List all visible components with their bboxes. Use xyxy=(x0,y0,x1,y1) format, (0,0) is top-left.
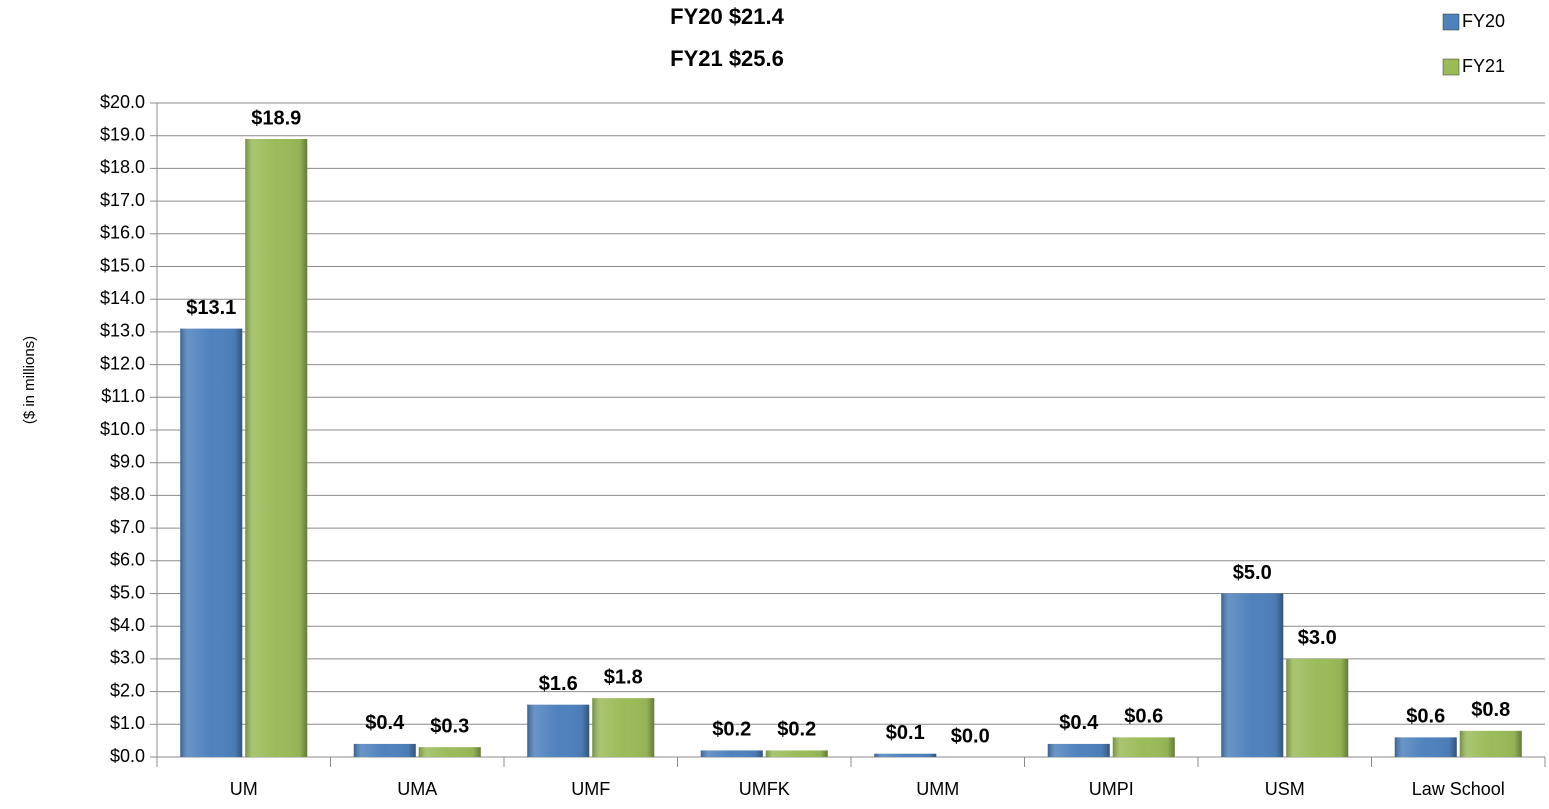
y-axis-label: ($ in millions) xyxy=(21,336,38,424)
value-label: $0.3 xyxy=(430,715,469,737)
y-tick-label: $10.0 xyxy=(100,419,145,439)
y-tick-label: $12.0 xyxy=(100,353,145,373)
value-label: $13.1 xyxy=(186,297,236,319)
x-tick-label: UMPI xyxy=(1089,779,1134,799)
legend-label: FY20 xyxy=(1462,11,1505,31)
bar-shade xyxy=(1047,743,1110,757)
bar-shade xyxy=(1112,737,1175,757)
y-tick-label: $0.0 xyxy=(110,746,145,766)
y-tick-label: $2.0 xyxy=(110,680,145,700)
chart-title: FY20 $21.4 xyxy=(670,4,785,29)
bar-shade xyxy=(700,750,763,757)
value-label: $1.6 xyxy=(539,673,578,695)
value-label: $0.2 xyxy=(712,719,751,741)
value-label: $0.0 xyxy=(951,725,990,747)
bar-shade xyxy=(418,747,481,757)
y-tick-label: $4.0 xyxy=(110,615,145,635)
x-tick-label: UMM xyxy=(916,779,959,799)
value-label: $0.2 xyxy=(777,719,816,741)
bar-shade xyxy=(180,328,243,757)
bar-shade xyxy=(353,743,416,757)
bar-shade xyxy=(874,753,937,757)
value-label: $0.6 xyxy=(1406,706,1445,728)
x-tick-label: Law School xyxy=(1412,779,1505,799)
value-label: $5.0 xyxy=(1233,562,1272,584)
y-tick-label: $1.0 xyxy=(110,713,145,733)
y-tick-label: $18.0 xyxy=(100,157,145,177)
y-tick-label: $8.0 xyxy=(110,484,145,504)
bar-shade xyxy=(527,704,590,757)
chart-subtitle: FY21 $25.6 xyxy=(670,46,784,71)
y-tick-label: $14.0 xyxy=(100,288,145,308)
value-label: $0.6 xyxy=(1124,706,1163,728)
y-tick-label: $20.0 xyxy=(100,92,145,112)
value-label: $3.0 xyxy=(1298,627,1337,649)
x-tick-label: UMA xyxy=(397,779,437,799)
y-tick-label: $9.0 xyxy=(110,451,145,471)
bar-shade xyxy=(245,138,308,758)
y-tick-label: $17.0 xyxy=(100,190,145,210)
value-label: $0.8 xyxy=(1471,699,1510,721)
y-tick-label: $11.0 xyxy=(101,386,145,406)
value-label: $1.8 xyxy=(604,666,643,688)
bar-shade xyxy=(1221,593,1284,757)
y-tick-label: $5.0 xyxy=(110,582,145,602)
legend-label: FY21 xyxy=(1462,56,1505,76)
y-tick-label: $19.0 xyxy=(100,124,145,144)
value-label: $0.1 xyxy=(886,722,925,744)
bar-shade xyxy=(1459,730,1522,757)
x-tick-label: UMF xyxy=(571,779,610,799)
y-tick-label: $7.0 xyxy=(110,517,145,537)
value-label: $0.4 xyxy=(1059,712,1099,734)
x-tick-label: UM xyxy=(230,779,258,799)
y-tick-label: $16.0 xyxy=(100,223,145,243)
legend-swatch xyxy=(1442,58,1460,76)
legend-swatch xyxy=(1442,13,1460,31)
bar-shade xyxy=(1286,658,1349,757)
y-tick-label: $15.0 xyxy=(100,255,145,275)
y-tick-label: $3.0 xyxy=(110,648,145,668)
bar-shade xyxy=(765,750,828,757)
y-tick-label: $13.0 xyxy=(100,321,145,341)
x-tick-label: UMFK xyxy=(739,779,790,799)
bar-shade xyxy=(1394,737,1457,757)
y-tick-label: $6.0 xyxy=(110,550,145,570)
bar-shade xyxy=(592,698,655,757)
x-tick-label: USM xyxy=(1265,779,1305,799)
value-label: $0.4 xyxy=(365,712,405,734)
value-label: $18.9 xyxy=(251,107,301,129)
